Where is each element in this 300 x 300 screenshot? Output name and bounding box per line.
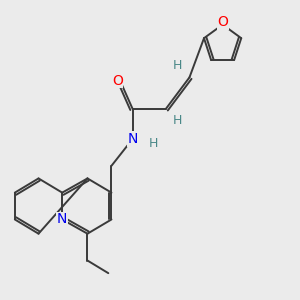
Text: H: H (173, 114, 182, 127)
Text: O: O (112, 74, 123, 88)
Text: N: N (128, 132, 138, 146)
Text: O: O (217, 15, 228, 29)
Text: N: N (57, 212, 68, 226)
Text: H: H (148, 137, 158, 150)
Text: H: H (173, 59, 182, 72)
